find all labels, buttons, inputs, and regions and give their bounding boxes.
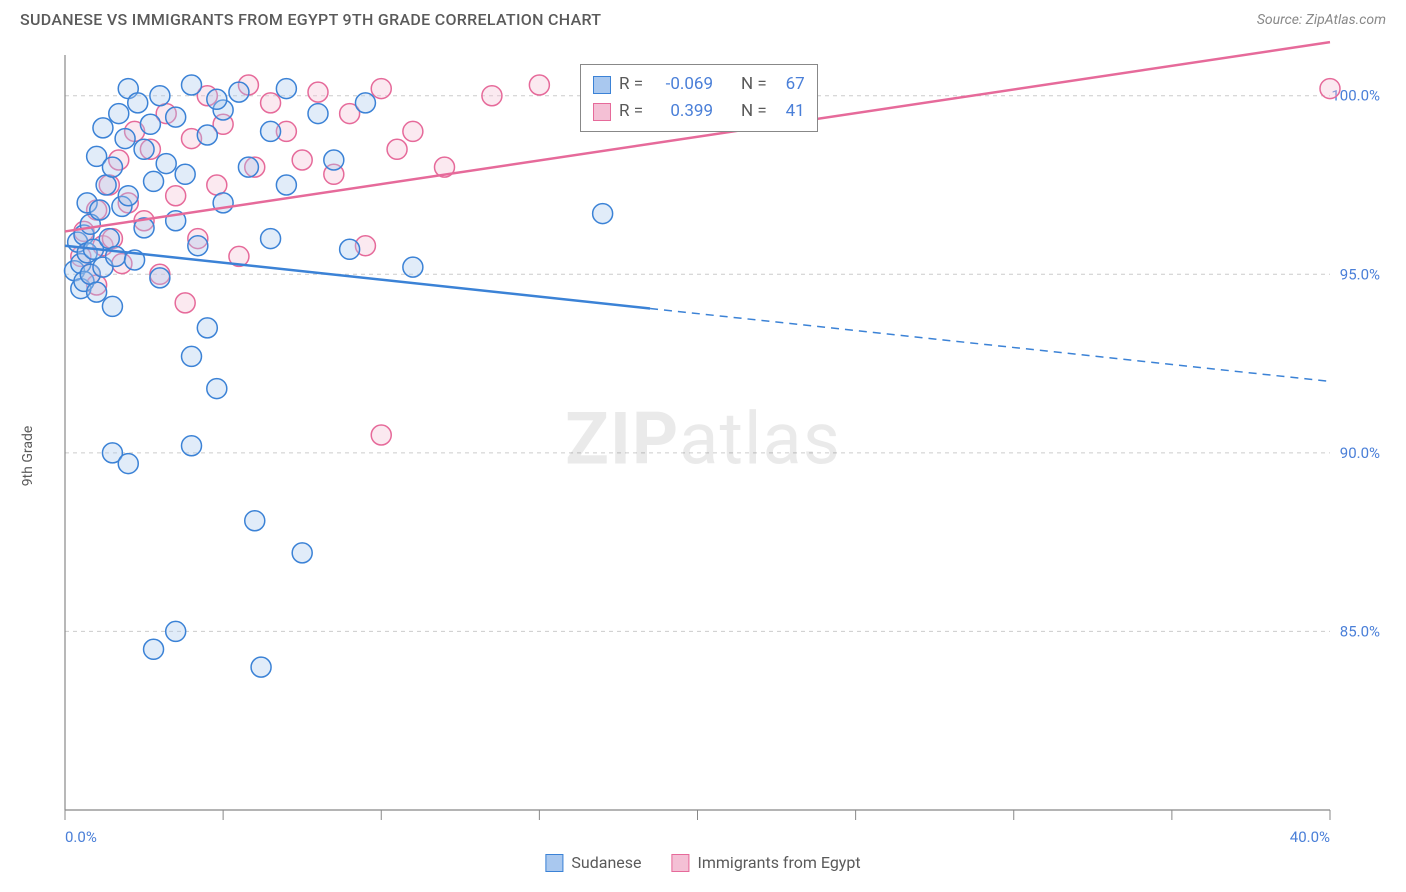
stat-n-value: 67 (775, 71, 805, 98)
scatter-point (276, 175, 296, 195)
scatter-point (96, 175, 116, 195)
scatter-point (150, 268, 170, 288)
scatter-point (371, 425, 391, 445)
stats-row: R = -0.069 N = 67 (593, 71, 805, 98)
stats-legend-box: R = -0.069 N = 67 R = 0.399 N = 41 (580, 64, 818, 132)
scatter-point (144, 639, 164, 659)
scatter-point (102, 296, 122, 316)
scatter-point (182, 436, 202, 456)
legend-swatch (672, 854, 690, 872)
scatter-point (197, 318, 217, 338)
scatter-point (261, 93, 281, 113)
series-swatch (593, 103, 611, 121)
scatter-point (292, 150, 312, 170)
scatter-point (166, 621, 186, 641)
scatter-point (134, 139, 154, 159)
scatter-point (308, 104, 328, 124)
scatter-point (87, 282, 107, 302)
legend-item: Immigrants from Egypt (672, 853, 861, 872)
scatter-point (387, 139, 407, 159)
scatter-point (207, 379, 227, 399)
scatter-point (182, 75, 202, 95)
scatter-point (128, 93, 148, 113)
stat-n-value: 41 (775, 98, 805, 125)
x-tick-label: 0.0% (65, 828, 97, 846)
scatter-point (197, 125, 217, 145)
scatter-point (403, 121, 423, 141)
y-tick-label: 85.0% (1340, 622, 1380, 640)
scatter-point (118, 454, 138, 474)
scatter-point (207, 89, 227, 109)
chart-title: SUDANESE VS IMMIGRANTS FROM EGYPT 9TH GR… (20, 10, 601, 29)
y-tick-label: 90.0% (1340, 444, 1380, 462)
scatter-point (144, 171, 164, 191)
scatter-point (182, 346, 202, 366)
scatter-point (529, 75, 549, 95)
series-swatch (593, 76, 611, 94)
scatter-point (207, 175, 227, 195)
source-attribution: Source: ZipAtlas.com (1257, 12, 1386, 28)
chart-container: 9th Grade 85.0%90.0%95.0%100.0%0.0%40.0%… (20, 40, 1386, 872)
legend-item: Sudanese (545, 853, 641, 872)
scatter-point (251, 657, 271, 677)
y-axis-label: 9th Grade (20, 426, 36, 487)
scatter-point (403, 257, 423, 277)
scatter-point (1320, 79, 1340, 99)
series-legend: Sudanese Immigrants from Egypt (545, 853, 860, 872)
stat-r-label: R = (619, 98, 643, 125)
scatter-point (166, 186, 186, 206)
scatter-point (308, 82, 328, 102)
stat-n-label: N = (741, 98, 767, 125)
scatter-point (482, 86, 502, 106)
scatter-point (109, 104, 129, 124)
scatter-point (118, 186, 138, 206)
scatter-point (175, 293, 195, 313)
scatter-point (245, 511, 265, 531)
legend-label: Immigrants from Egypt (698, 853, 861, 872)
scatter-point (276, 79, 296, 99)
scatter-point (371, 79, 391, 99)
scatter-point (150, 86, 170, 106)
scatter-point (238, 157, 258, 177)
scatter-point (166, 107, 186, 127)
stat-r-value: 0.399 (651, 98, 713, 125)
scatter-point (188, 236, 208, 256)
x-tick-label: 40.0% (1290, 828, 1330, 846)
scatter-point (261, 229, 281, 249)
trend-line-dashed (650, 308, 1330, 381)
scatter-point (115, 129, 135, 149)
scatter-point (175, 164, 195, 184)
correlation-scatter-chart: 85.0%90.0%95.0%100.0%0.0%40.0% (20, 40, 1386, 872)
scatter-point (140, 114, 160, 134)
scatter-point (93, 118, 113, 138)
stat-r-label: R = (619, 71, 643, 98)
scatter-point (90, 200, 110, 220)
stat-n-label: N = (741, 71, 767, 98)
scatter-point (340, 239, 360, 259)
legend-swatch (545, 854, 563, 872)
stat-r-value: -0.069 (651, 71, 713, 98)
scatter-point (324, 150, 344, 170)
scatter-point (102, 157, 122, 177)
legend-label: Sudanese (571, 853, 641, 872)
scatter-point (229, 82, 249, 102)
scatter-point (261, 121, 281, 141)
stats-row: R = 0.399 N = 41 (593, 98, 805, 125)
y-tick-label: 95.0% (1340, 265, 1380, 283)
scatter-point (593, 204, 613, 224)
scatter-point (355, 93, 375, 113)
scatter-point (292, 543, 312, 563)
scatter-point (156, 154, 176, 174)
scatter-point (99, 229, 119, 249)
